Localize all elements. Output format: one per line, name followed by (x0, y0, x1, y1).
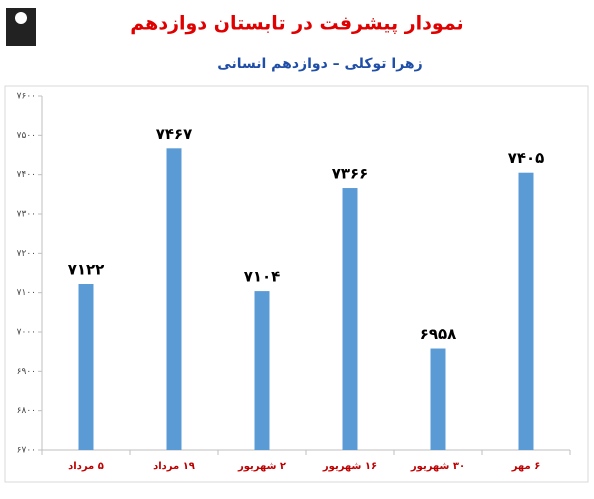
value-label: ۷۱۰۴ (244, 268, 281, 286)
y-tick-label: ۶۹۰۰ (17, 367, 36, 377)
y-tick-label: ۷۴۰۰ (17, 170, 36, 180)
value-label: ۷۴۶۷ (156, 125, 193, 143)
value-label: ۷۴۰۵ (508, 149, 545, 167)
bar (166, 148, 182, 450)
value-label: ۷۱۲۲ (68, 261, 105, 279)
bar (518, 172, 534, 450)
y-tick-label: ۷۵۰۰ (17, 131, 36, 141)
bar (430, 348, 446, 450)
x-tick-label: ۲ شهریور (237, 461, 286, 472)
y-tick-label: ۷۳۰۰ (17, 210, 36, 220)
logo-icon (15, 12, 27, 24)
x-tick-label: ۱۹ مرداد (153, 461, 195, 472)
y-tick-label: ۶۸۰۰ (17, 406, 36, 416)
chart-title: نمودار پیشرفت در تابستان دوازدهم (130, 13, 463, 35)
y-tick-label: ۷۲۰۰ (17, 249, 36, 259)
chart-border (4, 85, 589, 483)
y-tick-label: ۷۶۰۰ (17, 92, 36, 102)
y-tick-label: ۶۷۰۰ (17, 446, 36, 456)
bar (342, 188, 358, 451)
logo (6, 8, 36, 46)
chart-subtitle: زهرا توکلی – دوازدهم انسانی (217, 56, 422, 72)
value-label: ۷۳۶۶ (332, 165, 369, 183)
x-tick-label: ۶ مهر (511, 461, 541, 472)
y-tick-label: ۷۱۰۰ (17, 288, 36, 298)
y-tick-label: ۷۰۰۰ (17, 328, 36, 338)
x-tick-label: ۳۰ شهریور (410, 461, 465, 472)
x-tick-label: ۵ مرداد (68, 461, 104, 472)
value-label: ۶۹۵۸ (420, 325, 457, 343)
x-tick-label: ۱۶ شهریور (322, 461, 377, 472)
bar (254, 291, 270, 450)
bar (78, 284, 94, 450)
